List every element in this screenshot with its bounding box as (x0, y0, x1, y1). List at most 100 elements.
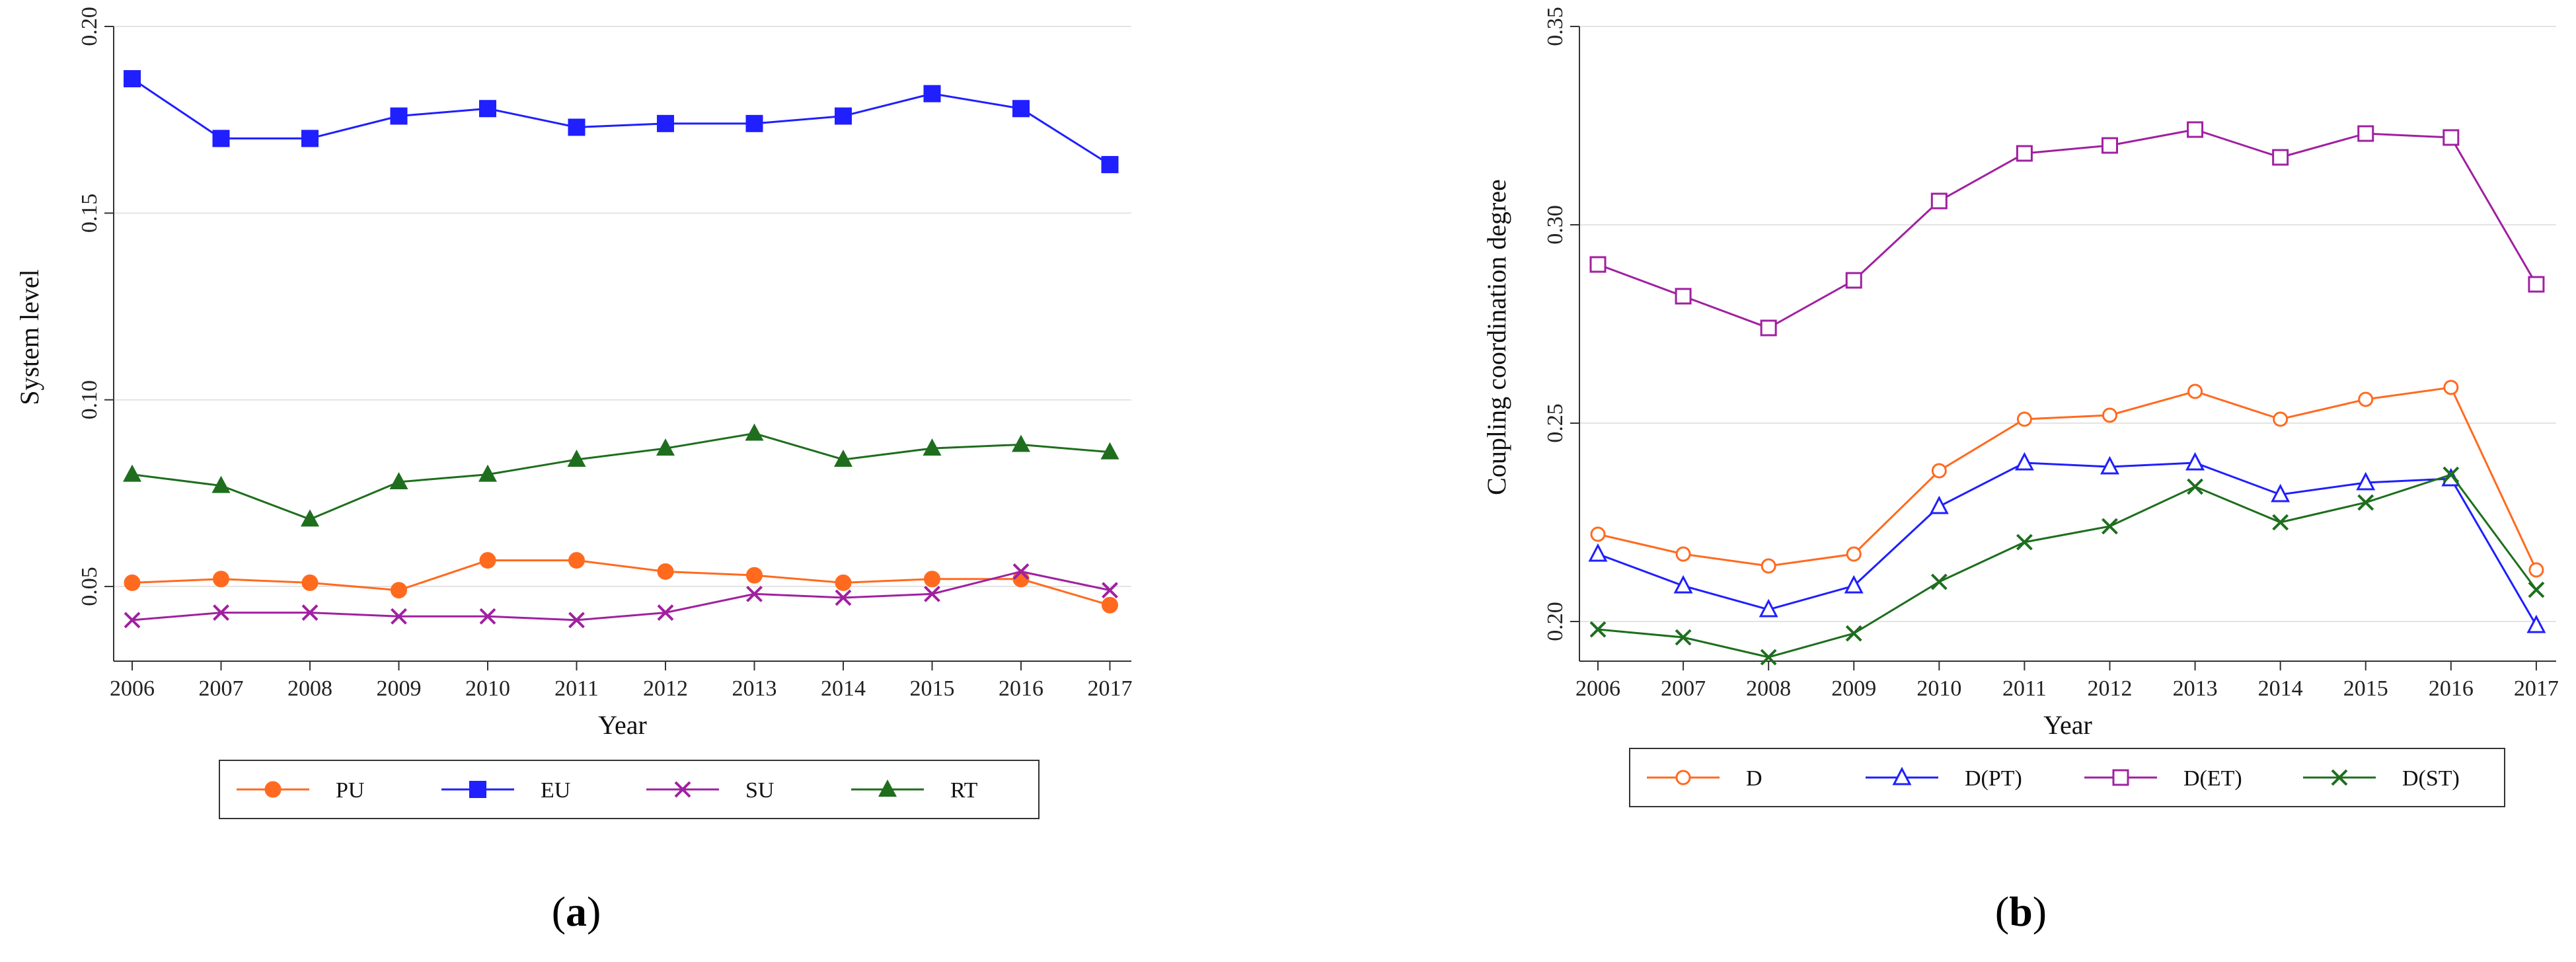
data-point-rt (656, 438, 675, 456)
legend-label-d-st: D(ST) (2402, 766, 2460, 791)
legend-marker-d (1675, 770, 1691, 785)
data-point-pu (923, 571, 940, 588)
data-point-su (924, 585, 940, 602)
caption-paren: ) (2033, 888, 2047, 935)
data-point-eu (923, 85, 941, 102)
data-point-d-pt (1588, 543, 1608, 562)
x-tick-label: 2015 (909, 676, 954, 701)
series-line-d-pt (1597, 461, 2538, 626)
legend-label-pu: PU (336, 778, 364, 803)
series-line-d-et (1597, 128, 2538, 329)
data-point-eu (1012, 100, 1030, 118)
x-tick-label: 2017 (2514, 676, 2559, 701)
data-point-d-et (1760, 319, 1777, 337)
data-point-pu (657, 563, 674, 580)
x-tick-label: 2008 (1746, 676, 1791, 701)
legend-label-d: D (1746, 766, 1762, 791)
data-point-d-pt (2100, 456, 2119, 475)
legend-marker-d-st (2331, 769, 2348, 786)
data-point-pu (568, 552, 585, 569)
data-point-su (657, 604, 674, 621)
data-point-rt (211, 475, 231, 493)
series-line-rt (132, 432, 1110, 521)
x-tick-label: 2009 (376, 676, 421, 701)
x-tick-label: 2016 (999, 676, 1043, 701)
data-point-d-st (2357, 494, 2374, 511)
x-tick-label: 2006 (1575, 676, 1620, 701)
data-point-eu (745, 114, 763, 132)
caption-paren: ( (1995, 888, 2009, 935)
data-point-eu (301, 130, 319, 147)
data-point-eu (478, 100, 496, 118)
data-point-su (835, 589, 852, 606)
data-point-pu (835, 574, 852, 591)
data-point-d-et (2016, 145, 2033, 162)
series-line-su (132, 570, 1110, 621)
legend-marker-su (674, 781, 691, 798)
data-point-d-pt (1929, 495, 1949, 514)
data-point-pu (745, 567, 763, 584)
data-point-d-st (1589, 621, 1607, 638)
data-point-d (2273, 411, 2289, 427)
data-point-d (1675, 546, 1691, 562)
data-point-d-st (1675, 629, 1692, 646)
chart-a: 0.05 0.10 0.15 0.20 2006 2007 2008 2009 2010 2011… (15, 7, 1132, 935)
data-point-d-st (2528, 581, 2545, 598)
x-tick-label: 2012 (2087, 676, 2132, 701)
data-point-d-pt (1759, 598, 1778, 618)
data-point-su (124, 612, 141, 629)
y-tick-label: 0.20 (77, 7, 102, 46)
data-point-d (1931, 463, 1947, 479)
data-point-d-st (2272, 514, 2289, 531)
x-tick-label: 2014 (2258, 676, 2303, 701)
x-tick-label: 2011 (554, 676, 599, 701)
series-line-d (1597, 386, 2538, 571)
legend-marker-eu (469, 781, 486, 798)
data-point-d-st (2102, 518, 2118, 535)
data-point-su (301, 604, 319, 621)
data-point-su (1012, 563, 1030, 580)
x-tick-label: 2012 (643, 676, 688, 701)
data-point-rt (300, 509, 319, 527)
data-point-d-et (2357, 125, 2374, 142)
y-tick-label: 0.20 (1543, 602, 1568, 641)
data-point-eu (834, 107, 852, 125)
data-point-rt (745, 423, 764, 441)
x-tick-label: 2007 (1661, 676, 1706, 701)
data-point-rt (923, 438, 942, 456)
x-axis-label: Year (598, 710, 647, 740)
data-point-rt (833, 450, 852, 467)
data-point-d (2443, 380, 2459, 395)
data-point-su (746, 585, 763, 602)
data-point-d (2358, 391, 2374, 407)
data-point-pu (212, 571, 229, 588)
data-point-rt (1100, 442, 1119, 460)
x-tick-label: 2013 (732, 676, 777, 701)
legend-marker-pu (264, 781, 282, 798)
x-tick-label: 2014 (821, 676, 866, 701)
data-point-d-st (2187, 478, 2203, 495)
data-point-eu (124, 70, 141, 88)
x-tick-label: 2013 (2173, 676, 2218, 701)
legend-marker-d-et (2112, 769, 2129, 786)
data-point-d-et (1930, 192, 1948, 210)
data-point-d-st (1760, 649, 1777, 666)
data-point-pu (301, 574, 319, 591)
data-point-rt (123, 464, 141, 482)
y-tick-label: 0.05 (77, 567, 102, 606)
data-point-d (2016, 411, 2032, 427)
caption-paren: ) (587, 888, 601, 935)
caption-letter: a (566, 888, 587, 935)
data-point-su (479, 608, 496, 625)
panel-caption: (a) (552, 888, 601, 935)
data-point-pu (124, 574, 141, 591)
data-point-d-et (1589, 256, 1607, 273)
data-point-d (1590, 526, 1606, 542)
data-point-d-et (2187, 121, 2204, 138)
data-point-rt (389, 471, 408, 489)
x-tick-label: 2011 (2002, 676, 2047, 701)
data-point-pu (390, 582, 407, 599)
data-point-d-pt (2526, 614, 2546, 633)
data-point-rt (567, 450, 586, 467)
